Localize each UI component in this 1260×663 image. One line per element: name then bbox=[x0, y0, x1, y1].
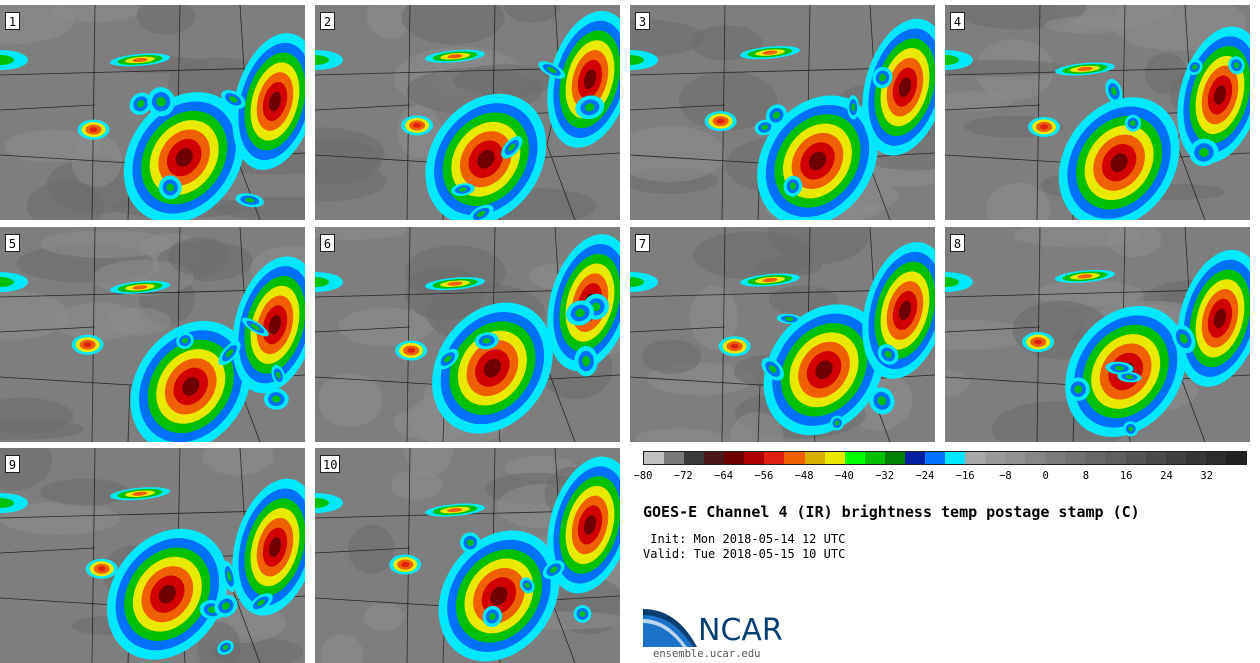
colorbar-segment bbox=[704, 452, 725, 464]
colorbar-segment bbox=[864, 452, 885, 464]
colorbar-segment bbox=[1105, 452, 1126, 464]
panel-number: 2 bbox=[320, 12, 335, 30]
ncar-logo-text: NCAR bbox=[698, 613, 783, 648]
colorbar-segment bbox=[664, 452, 685, 464]
ir-map-panel: 2 bbox=[315, 5, 620, 220]
colorbar-segment bbox=[924, 452, 945, 464]
colorbar-segment bbox=[944, 452, 965, 464]
colorbar-segment bbox=[1205, 452, 1226, 464]
colorbar-segment bbox=[1065, 452, 1086, 464]
ir-map-image bbox=[630, 5, 935, 220]
colorbar-tick-label: 24 bbox=[1160, 470, 1173, 482]
colorbar-segment bbox=[1165, 452, 1186, 464]
colorbar-segment bbox=[644, 452, 665, 464]
colorbar-segment bbox=[744, 452, 765, 464]
ir-map-image bbox=[315, 448, 620, 663]
ir-map-panel: 9 bbox=[0, 448, 305, 663]
colorbar-tick-label: −64 bbox=[714, 470, 734, 482]
colorbar-tick-label: −32 bbox=[875, 470, 895, 482]
valid-time: Valid: Tue 2018-05-15 10 UTC bbox=[643, 547, 846, 561]
ir-map-image bbox=[630, 227, 935, 442]
colorbar-tick-label: −48 bbox=[794, 470, 814, 482]
colorbar-segment bbox=[1225, 452, 1246, 464]
colorbar-segment bbox=[1045, 452, 1066, 464]
panel-number: 9 bbox=[5, 455, 20, 473]
colorbar-tick-label: 8 bbox=[1082, 470, 1090, 482]
ir-map-panel: 8 bbox=[945, 227, 1250, 442]
colorbar-tick-label: −56 bbox=[754, 470, 774, 482]
colorbar-segment bbox=[844, 452, 865, 464]
website-url: ensemble.ucar.edu bbox=[653, 648, 761, 660]
ir-map-panel: 6 bbox=[315, 227, 620, 442]
panel-number: 10 bbox=[320, 455, 341, 473]
ir-map-panel: 3 bbox=[630, 5, 935, 220]
colorbar-tick-label: 16 bbox=[1119, 470, 1133, 482]
ir-map-image bbox=[0, 448, 305, 663]
ir-map-image bbox=[315, 5, 620, 220]
ir-map-image bbox=[315, 227, 620, 442]
colorbar-tick-label: −24 bbox=[915, 470, 935, 482]
panel-number: 7 bbox=[635, 234, 650, 252]
init-time: Init: Mon 2018-05-14 12 UTC bbox=[643, 532, 846, 546]
colorbar-segment bbox=[1185, 452, 1206, 464]
colorbar-tick-label: 32 bbox=[1200, 470, 1214, 482]
colorbar-segment bbox=[985, 452, 1006, 464]
colorbar-tick-label: −8 bbox=[999, 470, 1012, 482]
colorbar-segment bbox=[724, 452, 745, 464]
colorbar-tick-label: −16 bbox=[955, 470, 975, 482]
figure-title: GOES-E Channel 4 (IR) brightness temp po… bbox=[643, 503, 1140, 521]
colorbar-segment bbox=[1025, 452, 1046, 464]
ir-map-image bbox=[945, 227, 1250, 442]
colorbar-segment bbox=[804, 452, 825, 464]
colorbar-segment bbox=[684, 452, 705, 464]
colorbar-segment bbox=[904, 452, 925, 464]
panel-number: 1 bbox=[5, 12, 20, 30]
colorbar-tick-label: −80 bbox=[633, 470, 653, 482]
panel-number: 5 bbox=[5, 234, 20, 252]
colorbar-tick-label: −40 bbox=[834, 470, 854, 482]
colorbar-segment bbox=[1145, 452, 1166, 464]
ir-map-image bbox=[0, 227, 305, 442]
ncar-logo-icon bbox=[643, 609, 697, 647]
colorbar-segment bbox=[764, 452, 785, 464]
panel-number: 8 bbox=[950, 234, 965, 252]
ir-map-panel: 10 bbox=[315, 448, 620, 663]
ir-map-image bbox=[0, 5, 305, 220]
panel-number: 3 bbox=[635, 12, 650, 30]
colorbar-segment bbox=[1125, 452, 1146, 464]
colorbar-segment bbox=[884, 452, 905, 464]
colorbar-ticks: −80 −72 −64 −56 −48 −40 −32 −24 −16 −8 0 8 16 24 32 bbox=[634, 466, 1247, 484]
colorbar-tick-label: −72 bbox=[673, 470, 693, 482]
ir-map-panel: 5 bbox=[0, 227, 305, 442]
colorbar-segment bbox=[965, 452, 986, 464]
panel-number: 4 bbox=[950, 12, 965, 30]
colorbar-tick-label: 0 bbox=[1042, 470, 1049, 482]
ir-map-panel: 4 bbox=[945, 5, 1250, 220]
ir-map-panel: 1 bbox=[0, 5, 305, 220]
colorbar-segment bbox=[824, 452, 845, 464]
colorbar bbox=[643, 451, 1247, 465]
colorbar-segment bbox=[784, 452, 805, 464]
colorbar-segment bbox=[1005, 452, 1026, 464]
panel-number: 6 bbox=[320, 234, 335, 252]
ir-map-image bbox=[945, 5, 1250, 220]
colorbar-segment bbox=[1085, 452, 1106, 464]
ir-map-panel: 7 bbox=[630, 227, 935, 442]
